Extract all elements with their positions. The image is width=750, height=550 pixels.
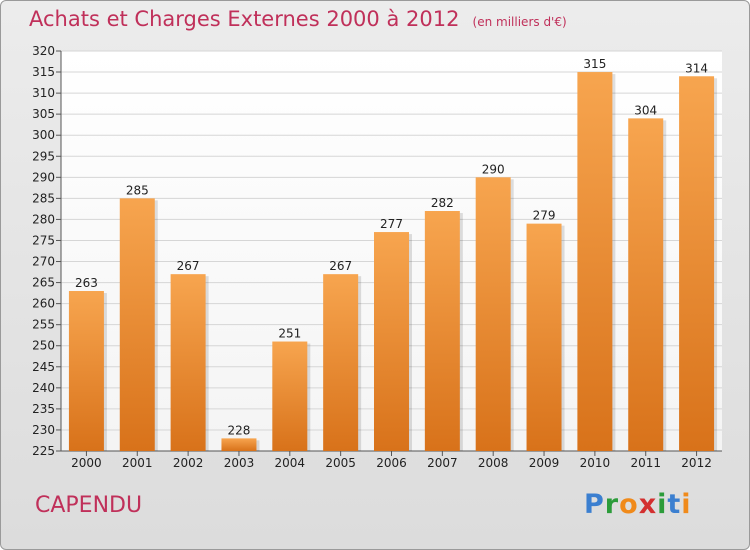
bar: [221, 438, 257, 451]
y-tick-label: 285: [32, 191, 55, 205]
bar: [374, 232, 409, 451]
city-name: CAPENDU: [35, 493, 143, 518]
bar: [119, 198, 155, 451]
x-tick-label: 2003: [224, 456, 255, 470]
x-tick-label: 2009: [529, 456, 560, 470]
x-tick-label: 2011: [630, 456, 661, 470]
proxiti-logo: Proxiti: [584, 489, 692, 520]
x-tick-label: 2007: [427, 456, 458, 470]
x-tick-label: 2000: [71, 456, 102, 470]
data-label: 304: [634, 103, 657, 117]
title-text: Achats et Charges Externes 2000 à 2012: [29, 7, 460, 31]
data-label: 228: [228, 423, 251, 437]
bar: [424, 211, 460, 451]
y-tick-label: 305: [32, 107, 55, 121]
x-tick-label: 2006: [376, 456, 407, 470]
bar: [628, 118, 664, 452]
data-label: 277: [380, 217, 403, 231]
x-tick-label: 2010: [580, 456, 611, 470]
unit-text: (en milliers d'€): [472, 15, 567, 29]
chart-title: Achats et Charges Externes 2000 à 2012 (…: [29, 7, 567, 31]
brand-letter: t: [667, 489, 682, 520]
bar: [577, 72, 613, 451]
data-label: 263: [75, 276, 98, 290]
bar: [272, 341, 308, 451]
bar: [475, 177, 511, 451]
x-tick-label: 2001: [122, 456, 153, 470]
data-label: 279: [533, 209, 556, 223]
data-label: 267: [329, 259, 352, 273]
y-tick-label: 255: [32, 318, 55, 332]
y-tick-label: 235: [32, 402, 55, 416]
x-tick-label: 2004: [275, 456, 306, 470]
y-tick-label: 245: [32, 360, 55, 374]
y-tick-label: 240: [32, 381, 55, 395]
y-tick-label: 310: [32, 86, 55, 100]
x-tick-label: 2008: [478, 456, 509, 470]
brand-letter: x: [638, 489, 658, 520]
data-label: 314: [685, 61, 708, 75]
data-label: 285: [126, 183, 149, 197]
bar: [170, 274, 206, 451]
y-tick-label: 320: [32, 44, 55, 58]
data-label: 290: [482, 162, 505, 176]
y-tick-label: 230: [32, 423, 55, 437]
brand-letter: o: [619, 489, 639, 520]
x-tick-label: 2002: [173, 456, 204, 470]
bar: [526, 223, 562, 451]
brand-letter: r: [604, 489, 620, 520]
y-tick-label: 300: [32, 128, 55, 142]
data-label: 251: [278, 327, 301, 341]
x-tick-label: 2005: [325, 456, 356, 470]
data-label: 282: [431, 196, 454, 210]
y-tick-label: 280: [32, 212, 55, 226]
bar: [323, 274, 359, 451]
y-tick-label: 295: [32, 149, 55, 163]
brand-letter: i: [681, 489, 692, 520]
y-tick-label: 265: [32, 276, 55, 290]
data-label: 315: [583, 57, 606, 71]
y-tick-label: 250: [32, 339, 55, 353]
y-tick-label: 270: [32, 255, 55, 269]
y-tick-label: 275: [32, 233, 55, 247]
data-label: 267: [177, 259, 200, 273]
bar: [679, 76, 715, 452]
y-tick-label: 225: [32, 444, 55, 458]
brand-letter: P: [584, 489, 605, 520]
brand-letter: i: [657, 489, 668, 520]
y-tick-label: 260: [32, 297, 55, 311]
y-tick-label: 315: [32, 65, 55, 79]
x-tick-label: 2012: [681, 456, 712, 470]
bar: [68, 291, 104, 451]
y-tick-label: 290: [32, 170, 55, 184]
